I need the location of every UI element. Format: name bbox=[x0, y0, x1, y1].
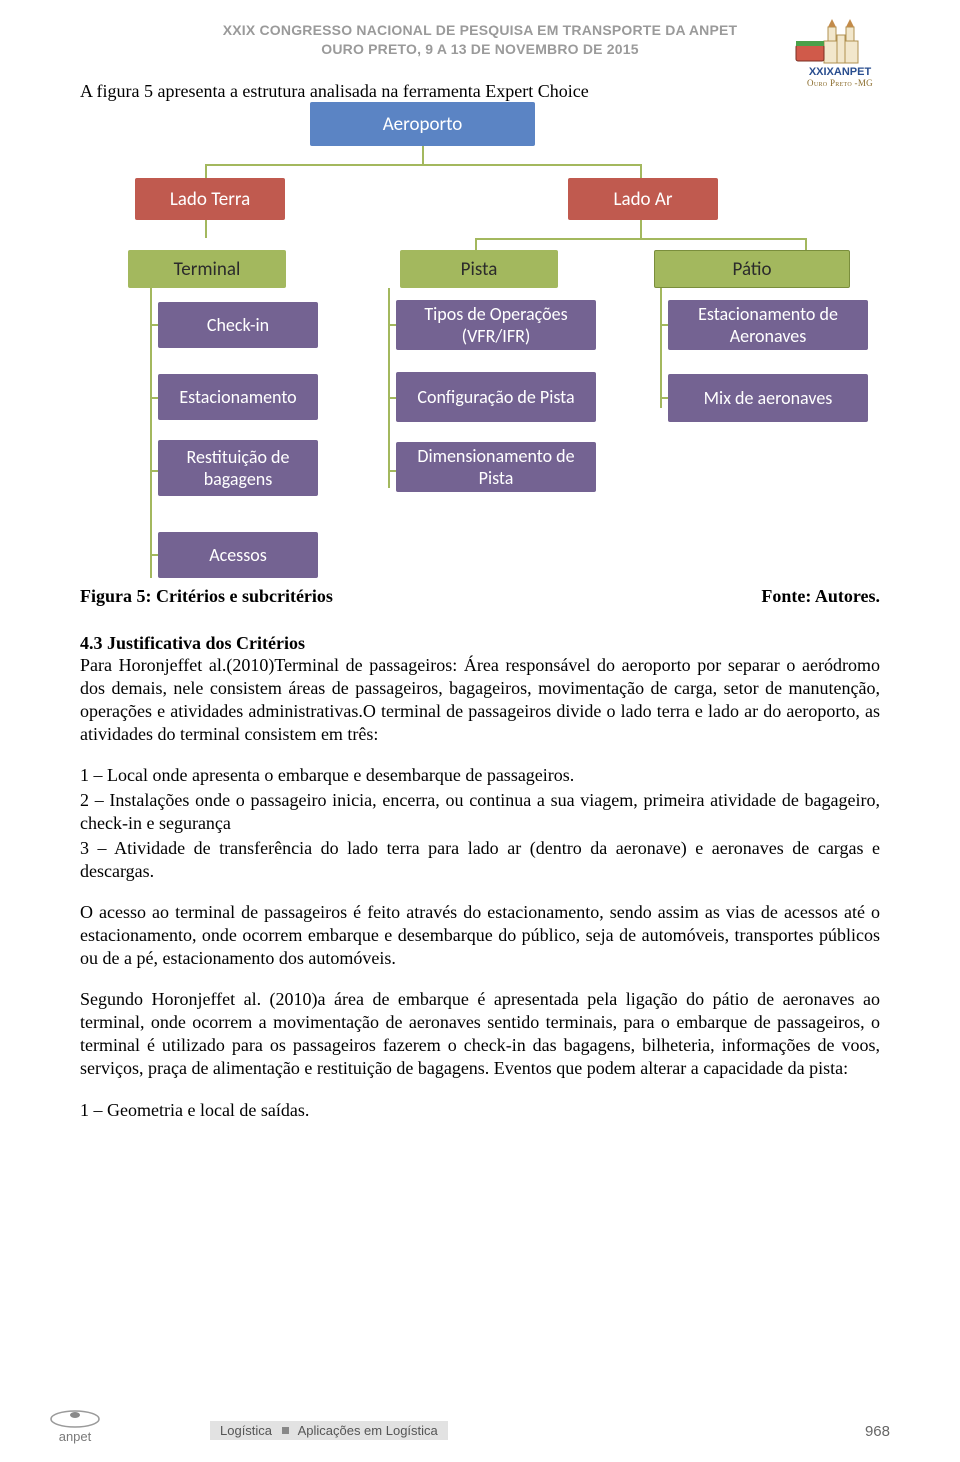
page-content: A figura 5 apresenta a estrutura analisa… bbox=[0, 63, 960, 1122]
square-separator-icon bbox=[282, 1427, 289, 1434]
footer-cat-sub: Aplicações em Logística bbox=[298, 1423, 438, 1438]
node-checkin: Check-in bbox=[158, 302, 318, 348]
node-mix-aeronaves: Mix de aeronaves bbox=[668, 374, 868, 422]
header-line-1: XXIX CONGRESSO NACIONAL DE PESQUISA EM T… bbox=[100, 22, 860, 38]
node-estacionamento-aeronaves: Estacionamento de Aeronaves bbox=[668, 300, 868, 350]
node-terminal: Terminal bbox=[128, 250, 286, 288]
paragraph-4: 1 – Geometria e local de saídas. bbox=[80, 1099, 880, 1122]
node-aeroporto: Aeroporto bbox=[310, 102, 535, 146]
logo-subtext: Ouro Preto -MG bbox=[790, 78, 890, 88]
section-title: 4.3 Justificativa dos Critérios bbox=[80, 633, 880, 654]
node-lado-terra: Lado Terra bbox=[135, 178, 285, 220]
list-item-1: 1 – Local onde apresenta o embarque e de… bbox=[80, 764, 880, 787]
paragraph-2: O acesso ao terminal de passageiros é fe… bbox=[80, 901, 880, 970]
paragraph-3: Segundo Horonjeffet al. (2010)a área de … bbox=[80, 988, 880, 1080]
footer-logo: anpet bbox=[40, 1399, 110, 1444]
footer-category: Logística Aplicações em Logística bbox=[210, 1421, 448, 1440]
anpet-logo: XXIXANPET Ouro Preto -MG bbox=[790, 15, 890, 90]
page-number: 968 bbox=[865, 1423, 890, 1440]
logo-text: XXIXANPET bbox=[790, 66, 890, 78]
node-acessos: Acessos bbox=[158, 532, 318, 578]
figure-caption: Figura 5: Critérios e subcritérios Fonte… bbox=[80, 586, 880, 607]
footer-cat-main: Logística bbox=[220, 1423, 272, 1438]
node-configuracao-pista: Configuração de Pista bbox=[396, 372, 596, 422]
list-item-2: 2 – Instalações onde o passageiro inicia… bbox=[80, 789, 880, 835]
node-tipos-operacoes: Tipos de Operações (VFR/IFR) bbox=[396, 300, 596, 350]
page-header: XXIX CONGRESSO NACIONAL DE PESQUISA EM T… bbox=[0, 0, 960, 63]
list-item-3: 3 – Atividade de transferência do lado t… bbox=[80, 837, 880, 883]
node-pista: Pista bbox=[400, 250, 558, 288]
caption-right: Fonte: Autores. bbox=[761, 586, 880, 607]
hierarchy-diagram: Aeroporto Lado Terra Lado Ar Terminal Pi… bbox=[80, 102, 880, 582]
node-dimensionamento-pista: Dimensionamento de Pista bbox=[396, 442, 596, 492]
header-line-2: OURO PRETO, 9 A 13 DE NOVEMBRO DE 2015 bbox=[100, 41, 860, 57]
paragraph-1: Para Horonjeffet al.(2010)Terminal de pa… bbox=[80, 654, 880, 746]
footer-anpet-text: anpet bbox=[40, 1429, 110, 1444]
node-lado-ar: Lado Ar bbox=[568, 178, 718, 220]
intro-text: A figura 5 apresenta a estrutura analisa… bbox=[80, 81, 880, 102]
node-estacionamento: Estacionamento bbox=[158, 374, 318, 420]
node-restituicao: Restituição de bagagens bbox=[158, 440, 318, 496]
node-patio: Pátio bbox=[654, 250, 850, 288]
caption-left: Figura 5: Critérios e subcritérios bbox=[80, 586, 333, 607]
